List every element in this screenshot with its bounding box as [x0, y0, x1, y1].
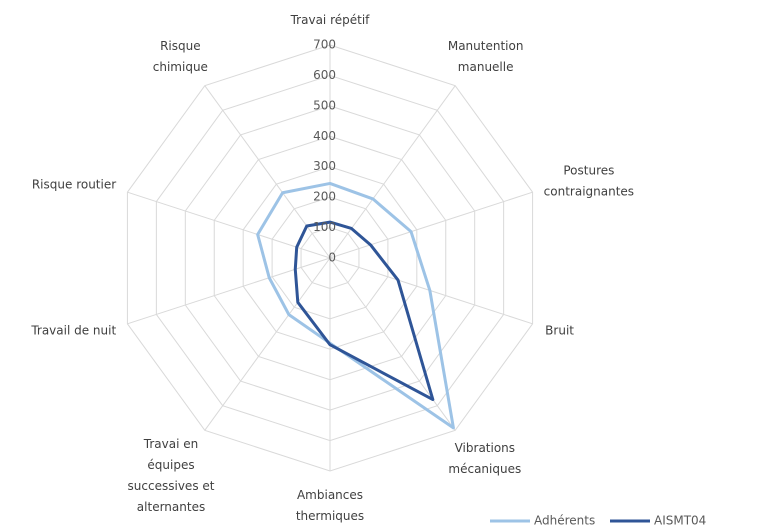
category-label: Travai répétif — [290, 13, 370, 27]
category-label: Bruit — [545, 323, 574, 338]
spoke — [127, 191, 331, 259]
tick-label: 100 — [313, 220, 336, 234]
legend-label: Adhérents — [534, 514, 595, 528]
spoke — [329, 191, 533, 259]
spoke — [329, 257, 456, 431]
category-label: Risque chimique — [152, 39, 208, 75]
series-line — [256, 181, 455, 430]
category-label: Postures contraignantes — [543, 163, 635, 199]
spoke — [204, 85, 331, 259]
tick-label: 300 — [313, 159, 336, 173]
series-line — [293, 220, 435, 402]
spoke — [127, 257, 331, 325]
category-label: Risque routier — [31, 177, 117, 192]
tick-label: 600 — [313, 68, 336, 82]
legend-label: AISMT04 — [654, 514, 706, 528]
category-label: Vibrations mécaniques — [448, 440, 522, 476]
category-label: Travail de nuit — [31, 323, 117, 338]
category-label: Travai en équipes successives et alterna… — [127, 436, 215, 514]
tick-label: 0 — [328, 251, 336, 265]
category-label: Manutention manuelle — [447, 39, 524, 75]
category-label: Ambiances thermiques — [295, 488, 365, 523]
spoke — [204, 257, 331, 431]
tick-label: 500 — [313, 98, 336, 112]
tick-label: 200 — [313, 190, 336, 204]
tick-label: 400 — [313, 129, 336, 143]
tick-label: 700 — [313, 38, 336, 52]
